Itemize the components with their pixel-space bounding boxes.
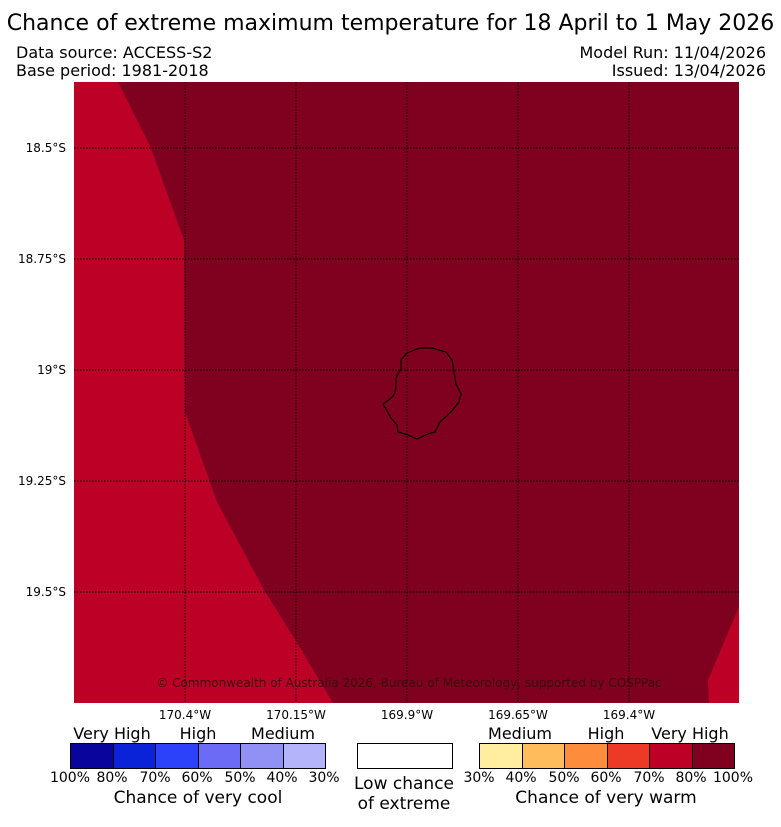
warm-tick: 50%	[548, 770, 580, 786]
cool-tick: 40%	[266, 770, 298, 786]
cool-heading-medium: Medium	[251, 724, 315, 743]
warm-tick: 100%	[712, 770, 754, 786]
warm-swatch	[480, 744, 523, 768]
high-chance-region-east	[708, 607, 739, 703]
map-panel: © Commonwealth of Australia 2026, Bureau…	[74, 82, 739, 703]
cool-swatch	[198, 744, 241, 768]
warm-tick: 30%	[463, 770, 495, 786]
neutral-caption-line2: of extreme	[357, 794, 451, 814]
cool-caption: Chance of very cool	[113, 788, 283, 808]
lon-label: 169.9°W	[380, 708, 434, 722]
high-chance-region-west	[74, 82, 333, 703]
warm-heading-high: High	[587, 724, 625, 743]
warm-tick: 70%	[633, 770, 665, 786]
lon-label: 169.4°W	[602, 708, 656, 722]
cool-tick: 70%	[139, 770, 171, 786]
data-source: Data source: ACCESS-S2	[16, 43, 213, 62]
cool-swatch	[283, 744, 325, 768]
warm-swatch	[650, 744, 693, 768]
warm-swatch	[692, 744, 734, 768]
graticule	[74, 82, 739, 703]
warm-tick: 60%	[590, 770, 622, 786]
neutral-colorbar	[357, 743, 453, 769]
warm-swatch	[607, 744, 650, 768]
lat-label: 19°S	[37, 363, 66, 377]
cool-swatch	[241, 744, 284, 768]
lat-label: 18.75°S	[18, 252, 66, 266]
cool-tick: 60%	[181, 770, 213, 786]
cool-colorbar	[70, 743, 326, 769]
neutral-caption-line1: Low chance	[354, 774, 454, 794]
model-run: Model Run: 11/04/2026	[579, 43, 767, 62]
warm-tick: 40%	[505, 770, 537, 786]
cool-tick: 100%	[49, 770, 91, 786]
warm-heading-medium: Medium	[488, 724, 552, 743]
chart-title: Chance of extreme maximum temperature fo…	[6, 11, 775, 36]
neutral-swatch	[358, 744, 452, 768]
cool-swatch	[113, 744, 156, 768]
base-period: Base period: 1981-2018	[16, 61, 209, 80]
cool-swatch	[156, 744, 199, 768]
cool-heading-high: High	[179, 724, 217, 743]
lat-label: 18.5°S	[25, 141, 66, 155]
lat-label: 19.25°S	[18, 474, 66, 488]
warm-swatch	[565, 744, 608, 768]
island-outline	[382, 347, 462, 440]
warm-caption: Chance of very warm	[515, 788, 697, 808]
cool-tick: 80%	[96, 770, 128, 786]
warm-colorbar	[479, 743, 735, 769]
lon-label: 169.65°W	[488, 708, 548, 722]
issued-date: Issued: 13/04/2026	[611, 61, 766, 80]
lat-label: 19.5°S	[25, 585, 66, 599]
warm-heading-very-high: Very High	[651, 724, 729, 743]
lon-label: 170.4°W	[158, 708, 212, 722]
warm-tick: 80%	[675, 770, 707, 786]
lon-label: 170.15°W	[266, 708, 326, 722]
warm-swatch	[522, 744, 565, 768]
cool-heading-very-high: Very High	[73, 724, 151, 743]
cool-tick: 30%	[308, 770, 340, 786]
copyright-notice: © Commonwealth of Australia 2026, Bureau…	[156, 676, 661, 690]
cool-swatch	[71, 744, 114, 768]
cool-tick: 50%	[224, 770, 256, 786]
